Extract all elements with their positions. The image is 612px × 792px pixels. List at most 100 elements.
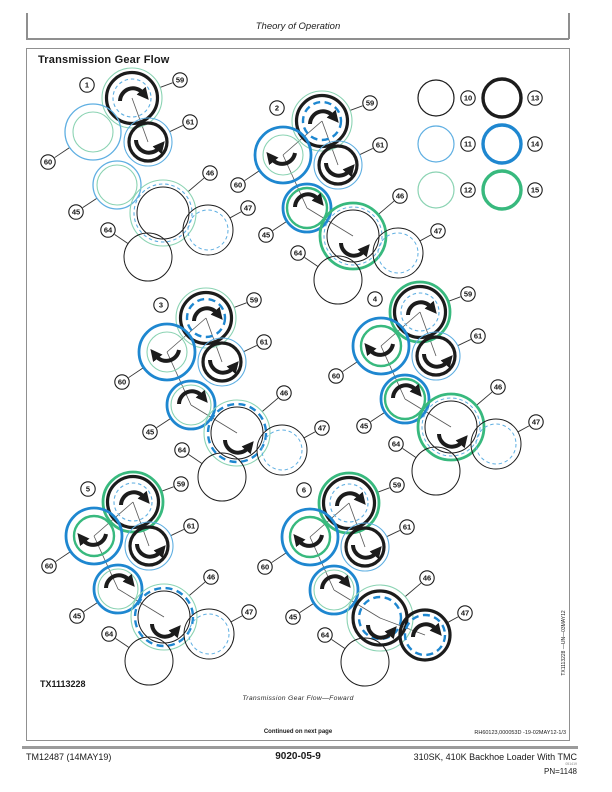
callout-61: 61 <box>183 518 199 534</box>
legend-callout-14: 14 <box>527 136 543 152</box>
part-47 <box>182 204 234 256</box>
legend-callout-15: 15 <box>527 182 543 198</box>
tx-number: TX1113228 <box>40 679 86 689</box>
callout-leader <box>386 530 400 538</box>
callout-leader <box>160 486 174 492</box>
part-61 <box>313 140 363 190</box>
callout-45: 45 <box>68 204 84 220</box>
callout-45: 45 <box>69 608 85 624</box>
rotation-arrow-icon <box>364 342 395 357</box>
callout-leader <box>114 234 129 244</box>
diagram-number: 1 <box>79 77 95 93</box>
rotation-arrow-icon <box>422 353 453 369</box>
figure-box <box>26 48 570 741</box>
part-64 <box>340 637 390 687</box>
callout-leader <box>331 639 346 649</box>
svg-text:61: 61 <box>376 141 384 150</box>
svg-text:60: 60 <box>234 181 242 190</box>
callout-leader <box>457 339 471 347</box>
footer-pn: PN=1148 <box>544 767 577 776</box>
legend-item-11: 11 <box>417 125 476 163</box>
part-61 <box>197 337 247 387</box>
rotation-arrow-icon <box>150 348 181 363</box>
callout-45: 45 <box>258 227 274 243</box>
part-59 <box>291 90 353 152</box>
callout-60: 60 <box>257 559 273 575</box>
running-header: Theory of Operation <box>255 21 341 32</box>
callout-leader <box>272 220 288 231</box>
svg-text:47: 47 <box>434 227 442 236</box>
rotation-arrow-icon <box>324 162 355 178</box>
svg-text:47: 47 <box>461 609 469 618</box>
callout-47: 47 <box>240 200 256 216</box>
diagram-1: 1 45 46 47 59 60 61 64 <box>40 67 256 282</box>
rotation-arrow-icon <box>406 300 437 316</box>
callout-47: 47 <box>528 414 544 430</box>
legend-callout-12: 12 <box>460 182 476 198</box>
diagram-4: 4 45 46 47 59 60 61 64 <box>328 280 544 496</box>
callout-45: 45 <box>356 418 372 434</box>
header-rule <box>26 38 569 40</box>
callout-leader <box>349 105 363 111</box>
legend-item-13: 13 <box>481 77 543 119</box>
callout-45: 45 <box>285 609 301 625</box>
rotation-arrow-icon <box>150 623 181 639</box>
part-64 <box>123 232 173 282</box>
svg-text:64: 64 <box>294 249 303 258</box>
svg-text:61: 61 <box>260 338 268 347</box>
callout-leader <box>359 148 373 156</box>
callout-46: 46 <box>203 569 219 585</box>
part-64 <box>124 636 174 686</box>
rotation-arrow-icon <box>118 86 149 102</box>
rotation-arrow-icon <box>335 491 366 507</box>
callout-leader <box>159 82 173 88</box>
svg-text:4: 4 <box>373 295 378 304</box>
svg-text:46: 46 <box>207 573 215 582</box>
diagram-number: 6 <box>296 482 312 498</box>
part-45 <box>281 182 333 234</box>
svg-text:64: 64 <box>392 440 401 449</box>
callout-59: 59 <box>173 476 189 492</box>
part-46 <box>129 179 197 247</box>
rotation-arrow-icon <box>119 490 150 506</box>
svg-text:45: 45 <box>72 208 80 217</box>
callout-leader <box>54 147 70 158</box>
part-61 <box>124 521 174 571</box>
svg-text:64: 64 <box>178 446 187 455</box>
svg-text:46: 46 <box>494 383 502 392</box>
svg-text:47: 47 <box>245 608 253 617</box>
svg-text:46: 46 <box>206 169 214 178</box>
diagram-5: 5 45 46 47 59 60 61 64 <box>41 470 257 686</box>
callout-61: 61 <box>182 114 198 130</box>
callout-leader <box>271 552 287 563</box>
svg-text:46: 46 <box>423 574 431 583</box>
callout-leader <box>446 616 459 624</box>
callout-leader <box>304 257 319 267</box>
svg-text:14: 14 <box>531 140 540 149</box>
figure-caption: Transmission Gear Flow—Foward <box>242 695 354 702</box>
callout-64: 64 <box>290 245 306 261</box>
callout-leader <box>187 177 205 192</box>
svg-text:60: 60 <box>45 562 53 571</box>
diagram-number: 5 <box>80 481 96 497</box>
flow-link <box>117 588 165 618</box>
flow-link <box>348 502 366 548</box>
part-47 <box>470 418 522 470</box>
callout-60: 60 <box>40 154 56 170</box>
figure-title: Transmission Gear Flow <box>38 54 170 66</box>
rotation-arrow-icon <box>208 359 239 375</box>
legend-item-15: 15 <box>481 169 543 211</box>
svg-text:60: 60 <box>261 563 269 572</box>
rotation-arrow-icon <box>104 573 135 589</box>
part-47 <box>372 227 424 279</box>
svg-text:59: 59 <box>176 76 184 85</box>
svg-text:45: 45 <box>262 231 270 240</box>
svg-text:59: 59 <box>464 290 472 299</box>
part-45 <box>92 563 144 615</box>
svg-text:59: 59 <box>177 480 185 489</box>
part-60 <box>64 506 124 566</box>
callout-leader <box>370 411 386 422</box>
svg-text:64: 64 <box>105 630 114 639</box>
part-47 <box>398 608 452 662</box>
footer-model: 310SK, 410K Backhoe Loader With TMC <box>413 752 577 762</box>
